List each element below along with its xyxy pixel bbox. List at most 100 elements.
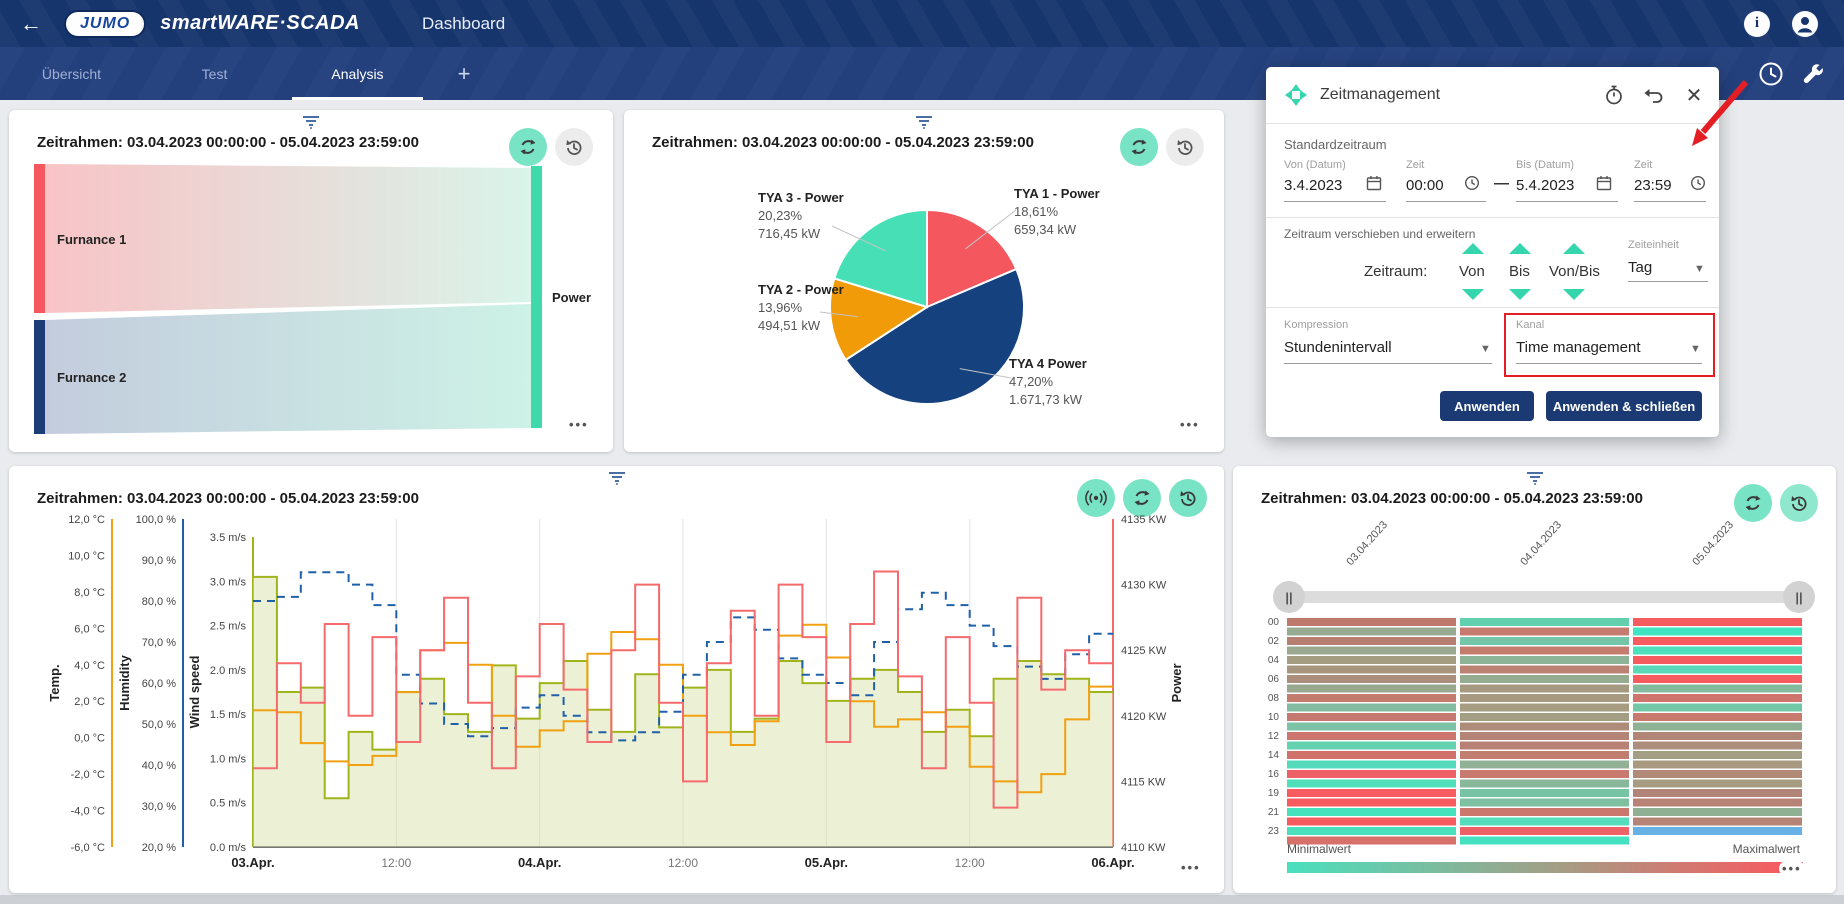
svg-text:2.0 m/s: 2.0 m/s (210, 665, 247, 677)
vonbis-increase-arrow[interactable] (1563, 243, 1585, 254)
svg-text:Furnance 1: Furnance 1 (57, 232, 126, 247)
svg-text:494,51 kW: 494,51 kW (758, 318, 821, 333)
jumo-logo: JUMO (64, 9, 147, 38)
panel-timeframe-title: Zeitrahmen: 03.04.2023 00:00:00 - 05.04.… (1261, 490, 1643, 507)
info-icon[interactable]: i (1744, 10, 1770, 37)
von-increase-arrow[interactable] (1462, 243, 1484, 254)
more-options-icon[interactable]: ••• (1181, 860, 1201, 875)
calendar-icon[interactable] (1366, 175, 1382, 191)
slider-handle-left[interactable]: || (1273, 581, 1305, 613)
field-underline (1284, 363, 1492, 364)
svg-text:70,0 %: 70,0 % (142, 637, 176, 649)
heatmap-range-slider[interactable] (1284, 591, 1800, 603)
svg-text:18,61%: 18,61% (1014, 204, 1059, 219)
zeit-bis-input[interactable]: 23:59 (1634, 177, 1672, 194)
svg-text:19: 19 (1268, 788, 1280, 799)
svg-text:04.Apr.: 04.Apr. (518, 855, 561, 870)
refresh-button[interactable] (509, 128, 547, 166)
bis-increase-arrow[interactable] (1509, 243, 1531, 254)
clock-icon[interactable] (1690, 175, 1706, 191)
anwenden-button[interactable]: Anwenden (1440, 391, 1534, 421)
svg-text:-4,0 °C: -4,0 °C (71, 806, 105, 818)
dropdown-arrow-icon[interactable]: ▼ (1694, 263, 1705, 275)
refresh-button[interactable] (1120, 128, 1158, 166)
divider (1266, 307, 1719, 308)
more-options-icon[interactable]: ••• (569, 417, 589, 432)
divider (1266, 123, 1719, 124)
filter-icon[interactable] (607, 471, 627, 485)
back-arrow-icon[interactable]: ← (20, 10, 42, 36)
von-decrease-arrow[interactable] (1462, 289, 1484, 300)
dropdown-arrow-icon[interactable]: ▼ (1690, 343, 1701, 355)
more-options-icon[interactable]: ••• (1779, 861, 1805, 876)
svg-text:-2,0 °C: -2,0 °C (71, 769, 105, 781)
svg-text:0.5 m/s: 0.5 m/s (210, 798, 247, 810)
history-button[interactable] (1169, 479, 1207, 517)
svg-text:90,0 %: 90,0 % (142, 555, 176, 567)
field-underline (1628, 281, 1708, 282)
dialog-header: Zeitmanagement ✕ (1266, 67, 1719, 123)
svg-text:4,0 °C: 4,0 °C (74, 660, 105, 672)
wrench-settings-icon[interactable] (1800, 61, 1826, 87)
vonbis-decrease-arrow[interactable] (1563, 289, 1585, 300)
divider (1266, 217, 1719, 218)
tab-analysis[interactable]: Analysis (286, 47, 429, 100)
svg-text:1.0 m/s: 1.0 m/s (210, 753, 247, 765)
heatmap-panel: Zeitrahmen: 03.04.2023 00:00:00 - 05.04.… (1233, 466, 1836, 893)
kompression-label: Kompression (1284, 319, 1349, 331)
bis-decrease-arrow[interactable] (1509, 289, 1531, 300)
svg-text:TYA 3 - Power: TYA 3 - Power (758, 190, 844, 205)
svg-text:10,0 °C: 10,0 °C (68, 550, 105, 562)
svg-text:1.5 m/s: 1.5 m/s (210, 709, 247, 721)
history-button[interactable] (1166, 128, 1204, 166)
kompression-select[interactable]: Stundenintervall (1284, 339, 1392, 356)
filter-icon[interactable] (914, 115, 934, 129)
history-icon (1180, 491, 1196, 506)
add-tab-button[interactable]: + (457, 60, 471, 86)
page-bottom-strip (0, 895, 1844, 904)
close-icon[interactable]: ✕ (1685, 84, 1703, 107)
zeit-von-label: Zeit (1406, 159, 1425, 171)
svg-text:Temp.: Temp. (47, 664, 62, 701)
zeiteinheit-select[interactable]: Tag (1628, 259, 1653, 276)
range-dash: — (1494, 175, 1509, 192)
zeitraum-verschieben-label: Zeitraum verschieben und erweitern (1284, 227, 1476, 241)
von-datum-label: Von (Datum) (1284, 159, 1346, 171)
time-management-clock-icon[interactable] (1758, 61, 1784, 87)
history-button[interactable] (555, 128, 593, 166)
filter-icon[interactable] (1525, 471, 1545, 485)
person-icon (1793, 11, 1817, 36)
slider-handle-right[interactable]: || (1783, 581, 1815, 613)
filter-icon[interactable] (301, 115, 321, 129)
more-options-icon[interactable]: ••• (1180, 417, 1200, 432)
svg-text:8,0 °C: 8,0 °C (74, 587, 105, 599)
user-account-icon[interactable] (1792, 10, 1818, 37)
field-underline (1406, 201, 1486, 202)
zeit-von-input[interactable]: 00:00 (1406, 177, 1444, 194)
tab-uebersicht[interactable]: Übersicht (41, 65, 102, 82)
live-button[interactable] (1077, 479, 1115, 517)
history-button[interactable] (1780, 484, 1818, 522)
refresh-icon (1131, 139, 1147, 155)
svg-text:08: 08 (1268, 693, 1280, 704)
col-vonbis-label: Von/Bis (1549, 263, 1600, 280)
undo-icon[interactable] (1643, 84, 1665, 106)
clock-icon[interactable] (1464, 175, 1480, 191)
tab-test[interactable]: Test (201, 65, 228, 82)
svg-text:TYA 1 - Power: TYA 1 - Power (1014, 186, 1100, 201)
bis-datum-input[interactable]: 5.4.2023 (1516, 177, 1575, 194)
timer-icon[interactable] (1603, 84, 1625, 106)
svg-text:47,20%: 47,20% (1009, 374, 1054, 389)
refresh-button[interactable] (1123, 479, 1161, 517)
svg-text:03.04.2023: 03.04.2023 (1344, 519, 1390, 568)
history-icon (566, 140, 582, 155)
svg-text:20,0 %: 20,0 % (142, 842, 176, 854)
refresh-button[interactable] (1734, 484, 1772, 522)
dropdown-arrow-icon[interactable]: ▼ (1480, 343, 1491, 355)
svg-text:659,34 kW: 659,34 kW (1014, 222, 1077, 237)
von-datum-input[interactable]: 3.4.2023 (1284, 177, 1343, 194)
kanal-select[interactable]: Time management (1516, 339, 1641, 356)
anwenden-schliessen-button[interactable]: Anwenden & schließen (1546, 391, 1702, 421)
standardzeitraum-label: Standardzeitraum (1284, 137, 1387, 152)
calendar-icon[interactable] (1596, 175, 1612, 191)
